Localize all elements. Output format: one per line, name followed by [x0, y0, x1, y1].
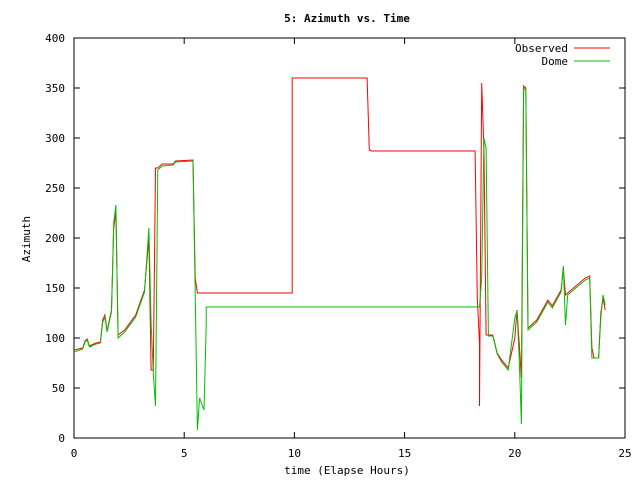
- x-tick-label: 25: [618, 447, 631, 460]
- legend-label-dome: Dome: [542, 55, 569, 68]
- x-tick-label: 0: [71, 447, 78, 460]
- y-tick-label: 150: [45, 282, 65, 295]
- x-tick-label: 20: [508, 447, 521, 460]
- series-line-observed: [73, 77, 606, 407]
- y-tick-label: 350: [45, 82, 65, 95]
- x-tick-label: 15: [398, 447, 411, 460]
- y-axis-label: Azimuth: [20, 216, 33, 262]
- series-lines: [73, 77, 606, 431]
- y-tick-label: 250: [45, 182, 65, 195]
- legend: Observed Dome: [515, 42, 610, 68]
- x-tick-label: 5: [181, 447, 188, 460]
- series-line-dome: [73, 86, 606, 431]
- y-tick-label: 200: [45, 232, 65, 245]
- y-tick-label: 400: [45, 32, 65, 45]
- chart-title: 5: Azimuth vs. Time: [284, 12, 410, 25]
- y-tick-label: 0: [58, 432, 65, 445]
- x-axis-label: time (Elapse Hours): [284, 464, 410, 477]
- x-tick-label: 10: [288, 447, 301, 460]
- legend-label-observed: Observed: [515, 42, 568, 55]
- y-tick-label: 300: [45, 132, 65, 145]
- y-tick-label: 100: [45, 332, 65, 345]
- y-tick-label: 50: [52, 382, 65, 395]
